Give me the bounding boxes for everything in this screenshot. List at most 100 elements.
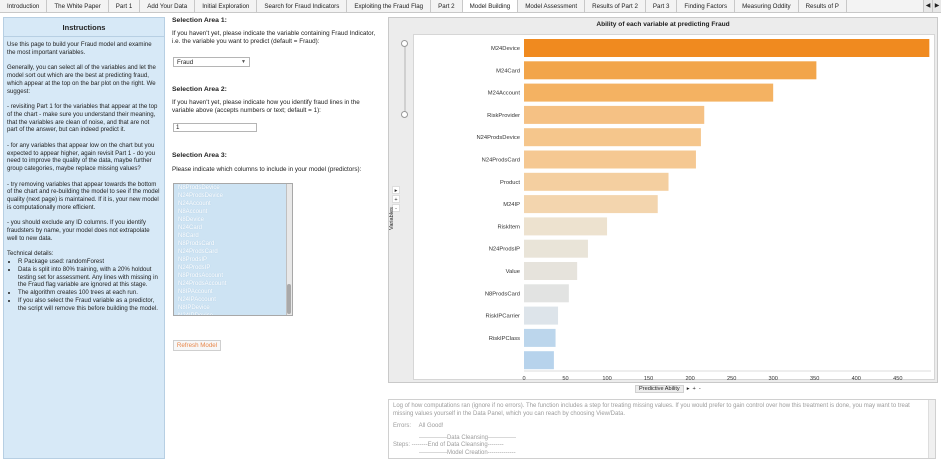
chevron-down-icon: ▼ — [241, 59, 246, 65]
bar — [524, 150, 696, 169]
tab-part-1[interactable]: Part 1 — [108, 0, 141, 12]
tab-model-building[interactable]: Model Building — [462, 0, 519, 12]
expand-icon[interactable]: ▸ — [392, 186, 400, 194]
predictor-option[interactable]: N8ProdsAccount — [178, 273, 224, 279]
log-errors-value: All Good! — [418, 423, 444, 430]
chart-title: Ability of each variable at predicting F… — [596, 21, 730, 28]
category-label: M24Card — [496, 68, 520, 74]
predictor-option[interactable]: N24Account — [178, 201, 211, 207]
instructions-paragraph: Generally, you can select all of the var… — [7, 64, 156, 95]
x-tick-label: 450 — [893, 376, 902, 381]
predictor-option[interactable]: N24ProdsDevice — [178, 193, 224, 199]
bar — [524, 128, 701, 147]
listbox-scroll-thumb[interactable] — [287, 284, 291, 314]
fraud-value-input[interactable]: 1 — [173, 123, 257, 132]
predictor-option[interactable]: N8ProdsDevice — [178, 185, 220, 191]
zoom-in-icon[interactable]: + — [692, 386, 696, 392]
category-label: Product — [500, 180, 520, 186]
bar — [524, 284, 569, 303]
refresh-model-button[interactable]: Refresh Model — [173, 340, 221, 351]
tab-measuring-oddity[interactable]: Measuring Oddity — [735, 0, 799, 12]
tab-results-of-p[interactable]: Results of P — [798, 0, 847, 12]
bar — [524, 83, 774, 102]
zoom-out-icon[interactable]: - — [392, 204, 400, 212]
expand-icon[interactable]: ▸ — [686, 386, 690, 392]
category-label: RiskIPClass — [489, 336, 520, 342]
bar-chart: M24Device M24Card M24Account RiskProvider N2… — [477, 39, 931, 381]
category-label: RiskIPCarrier — [486, 314, 521, 320]
log-line: --------------Data Cleansing------------… — [419, 434, 516, 441]
tab-exploiting-the-fraud-flag[interactable]: Exploiting the Fraud Flag — [347, 0, 432, 12]
tab-initial-exploration[interactable]: Initial Exploration — [195, 0, 258, 12]
x-tick-label: 0 — [522, 376, 525, 381]
category-label: M24Account — [488, 91, 521, 97]
predictors-listbox[interactable]: N8ProdsDevice N24ProdsDevice N24Account N8A… — [173, 183, 293, 316]
instructions-paragraph: - you should exclude any ID columns. If … — [7, 219, 150, 242]
tab-scroll-left-icon[interactable]: ◀ — [923, 0, 932, 12]
category-label: M24IP — [503, 202, 520, 208]
predictor-option[interactable]: N8IPDevice — [178, 305, 210, 311]
zoom-in-icon[interactable]: + — [392, 195, 400, 203]
bar — [524, 351, 554, 370]
instructions-title: Instructions — [4, 18, 164, 37]
fraud-variable-select[interactable]: Fraud ▼ — [173, 57, 250, 67]
zoom-slider-handle-top[interactable] — [401, 40, 408, 47]
predictor-option[interactable]: N24ProdsAccount — [178, 281, 227, 287]
instructions-paragraph: Use this page to build your Fraud model … — [7, 41, 152, 56]
log-scrollbar[interactable] — [928, 400, 935, 458]
selection-area-3: Selection Area 3: Please indicate which … — [172, 152, 382, 174]
fraud-variable-select-value: Fraud — [177, 59, 194, 66]
tab-part-2[interactable]: Part 2 — [431, 0, 463, 12]
predictor-option[interactable]: N24ProdsCard — [178, 249, 218, 255]
y-axis-title: Variables — [389, 207, 395, 230]
x-tick-label: 400 — [852, 376, 861, 381]
tab-scroll-controls: ◀ ▶ — [923, 0, 941, 12]
bar — [524, 262, 578, 280]
log-header-text: Log of how computations ran (ignore if n… — [393, 403, 910, 417]
zoom-slider-handle-bottom[interactable] — [401, 111, 408, 118]
tech-detail-item: If you also select the Fraud variable as… — [18, 297, 161, 313]
tab-bar: Introduction The White Paper Part 1 Add You… — [0, 0, 941, 13]
log-line: Steps: --------End of Data Cleansing----… — [393, 442, 504, 449]
log-panel: Log of how computations ran (ignore if n… — [388, 399, 936, 459]
tab-model-assessment[interactable]: Model Assessment — [518, 0, 586, 12]
tab-results-of-part-2[interactable]: Results of Part 2 — [585, 0, 646, 12]
predictor-option[interactable]: N8IPAccount — [178, 289, 213, 295]
x-tick-label: 200 — [685, 376, 694, 381]
predictor-option[interactable]: N24IPAccount — [178, 297, 216, 303]
tab-finding-factors[interactable]: Finding Factors — [677, 0, 736, 12]
tab-add-your-data[interactable]: Add Your Data — [140, 0, 196, 12]
category-label: N24ProdsIP — [489, 247, 520, 253]
tab-part-3[interactable]: Part 3 — [645, 0, 678, 12]
predictor-option[interactable]: N8ProdsCard — [178, 241, 215, 247]
tab-scroll-right-icon[interactable]: ▶ — [932, 0, 941, 12]
bar — [524, 172, 669, 191]
predictor-option[interactable]: N24ProdsIP — [178, 265, 211, 271]
tab-introduction[interactable]: Introduction — [0, 0, 48, 12]
selection-area-2-title: Selection Area 2: — [172, 86, 227, 93]
x-axis-controls: Predictive Ability ▸ + - — [635, 385, 701, 393]
predictor-option[interactable]: N8Account — [178, 209, 208, 215]
selection-area-2: Selection Area 2: If you haven't yet, pl… — [172, 86, 382, 114]
selection-area-2-text: If you haven't yet, please indicate how … — [172, 98, 360, 114]
x-tick-label: 50 — [562, 376, 568, 381]
predictor-option[interactable]: N8ProdsIP — [178, 257, 208, 263]
selection-area-1-title: Selection Area 1: — [172, 17, 227, 24]
selection-area-1: Selection Area 1: If you haven't yet, pl… — [172, 17, 382, 45]
tab-the-white-paper[interactable]: The White Paper — [47, 0, 109, 12]
bar — [524, 306, 559, 325]
predictor-option[interactable]: N24Card — [178, 225, 203, 231]
predictor-option[interactable]: N8Card — [178, 233, 199, 239]
bar — [524, 328, 556, 347]
zoom-slider-track[interactable] — [404, 44, 406, 116]
instructions-panel: Instructions Use this page to build your… — [3, 17, 165, 459]
tab-search-for-fraud-indicators[interactable]: Search for Fraud Indicators — [257, 0, 348, 12]
x-tick-label: 350 — [810, 376, 819, 381]
x-axis-title: Predictive Ability — [635, 385, 684, 393]
predictor-option[interactable]: N8Device — [178, 217, 205, 223]
predictor-option[interactable]: N24IPDevice — [178, 313, 214, 316]
tech-details-title: Technical details: — [7, 250, 54, 258]
listbox-scrollbar[interactable] — [286, 184, 292, 315]
x-tick-label: 250 — [727, 376, 736, 381]
zoom-out-icon[interactable]: - — [698, 386, 701, 392]
